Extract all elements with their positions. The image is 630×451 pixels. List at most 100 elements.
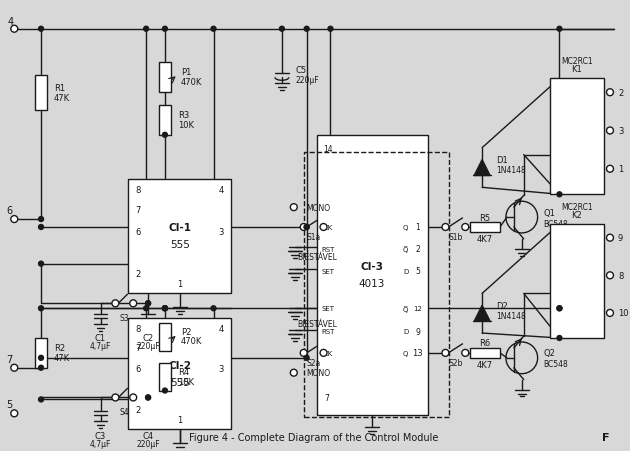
Text: 1: 1 [177,415,183,424]
Text: MC2RC1: MC2RC1 [561,57,593,66]
Text: P1: P1 [181,68,191,77]
Bar [304,152,449,417]
Text: 9: 9 [618,234,623,243]
Circle shape [38,397,43,402]
Bar [35,338,47,368]
Text: 470K: 470K [181,78,202,87]
Circle shape [557,336,562,341]
Text: 4,7μF: 4,7μF [90,438,112,447]
Circle shape [163,388,168,393]
Polygon shape [474,160,490,176]
Text: CI-2: CI-2 [168,360,192,370]
Text: 47K: 47K [54,354,70,363]
Circle shape [144,306,149,311]
Text: 2: 2 [415,245,420,254]
Text: K2: K2 [571,210,582,219]
Circle shape [38,262,43,267]
Text: Q: Q [403,350,408,356]
Circle shape [320,350,327,357]
Text: 5: 5 [6,400,13,410]
Text: S3: S3 [120,313,129,322]
Circle shape [304,355,309,360]
Circle shape [163,306,168,311]
Circle shape [304,225,309,230]
Circle shape [38,365,43,370]
Text: 14: 14 [324,145,333,154]
Text: P2: P2 [181,327,191,336]
Circle shape [11,216,18,223]
Text: S2a: S2a [306,359,321,368]
Circle shape [144,27,149,32]
Bar [549,225,604,338]
Circle shape [146,301,151,306]
Text: CK: CK [324,225,333,230]
Text: 2: 2 [135,405,140,414]
Text: 10: 10 [618,309,628,318]
Text: RST: RST [322,328,335,334]
Bar [159,363,171,391]
Circle shape [163,306,168,311]
Circle shape [320,224,327,231]
Bar [549,79,604,195]
Bar [129,180,231,294]
Text: S4: S4 [120,407,129,416]
Circle shape [38,225,43,230]
Text: BC548: BC548 [544,219,568,228]
Text: BIESTÁVEL: BIESTÁVEL [297,253,336,262]
Text: Q̅: Q̅ [403,305,408,312]
Text: 3: 3 [618,127,623,136]
Text: 4,7μF: 4,7μF [90,342,112,350]
Bar [317,135,428,415]
Circle shape [130,300,137,307]
Circle shape [462,350,469,357]
Text: R3: R3 [178,111,189,120]
Text: 4K7: 4K7 [477,360,493,369]
Text: MONO: MONO [307,203,331,212]
Circle shape [442,350,449,357]
Text: 7: 7 [6,354,13,364]
Text: 5: 5 [415,267,420,276]
Circle shape [146,395,151,400]
Text: S1a: S1a [306,233,321,242]
Circle shape [607,166,614,173]
Text: D: D [403,328,408,334]
Text: D2: D2 [496,301,508,310]
Text: CK: CK [324,350,333,356]
Text: SET: SET [322,268,335,274]
Text: 6: 6 [135,227,141,236]
Circle shape [112,300,119,307]
Circle shape [11,410,18,417]
Text: Q̅: Q̅ [403,246,408,253]
Bar [470,222,500,232]
Circle shape [607,128,614,135]
Circle shape [163,133,168,138]
Circle shape [211,306,216,311]
Circle shape [304,27,309,32]
Circle shape [304,225,309,230]
Text: 1N4148: 1N4148 [496,311,526,320]
Bar [159,106,171,135]
Text: Q2: Q2 [544,349,556,358]
Text: C3: C3 [95,431,106,440]
Circle shape [290,369,297,376]
Text: 220μF: 220μF [295,76,319,85]
Circle shape [11,364,18,371]
Text: 12: 12 [413,306,422,312]
Circle shape [607,272,614,279]
Bar [129,318,231,429]
Circle shape [462,224,469,231]
Text: BIESTÁVEL: BIESTÁVEL [297,319,336,328]
Circle shape [607,90,614,97]
Text: 4: 4 [219,185,224,194]
Text: 220μF: 220μF [136,438,160,447]
Text: 1: 1 [177,279,183,288]
Text: 8: 8 [135,324,141,333]
Circle shape [146,301,151,306]
Text: SET: SET [322,306,335,312]
Circle shape [557,27,562,32]
Circle shape [11,26,18,33]
Circle shape [112,394,119,401]
Text: 555: 555 [170,377,190,387]
Text: D: D [403,268,408,274]
Text: C5: C5 [295,66,307,75]
